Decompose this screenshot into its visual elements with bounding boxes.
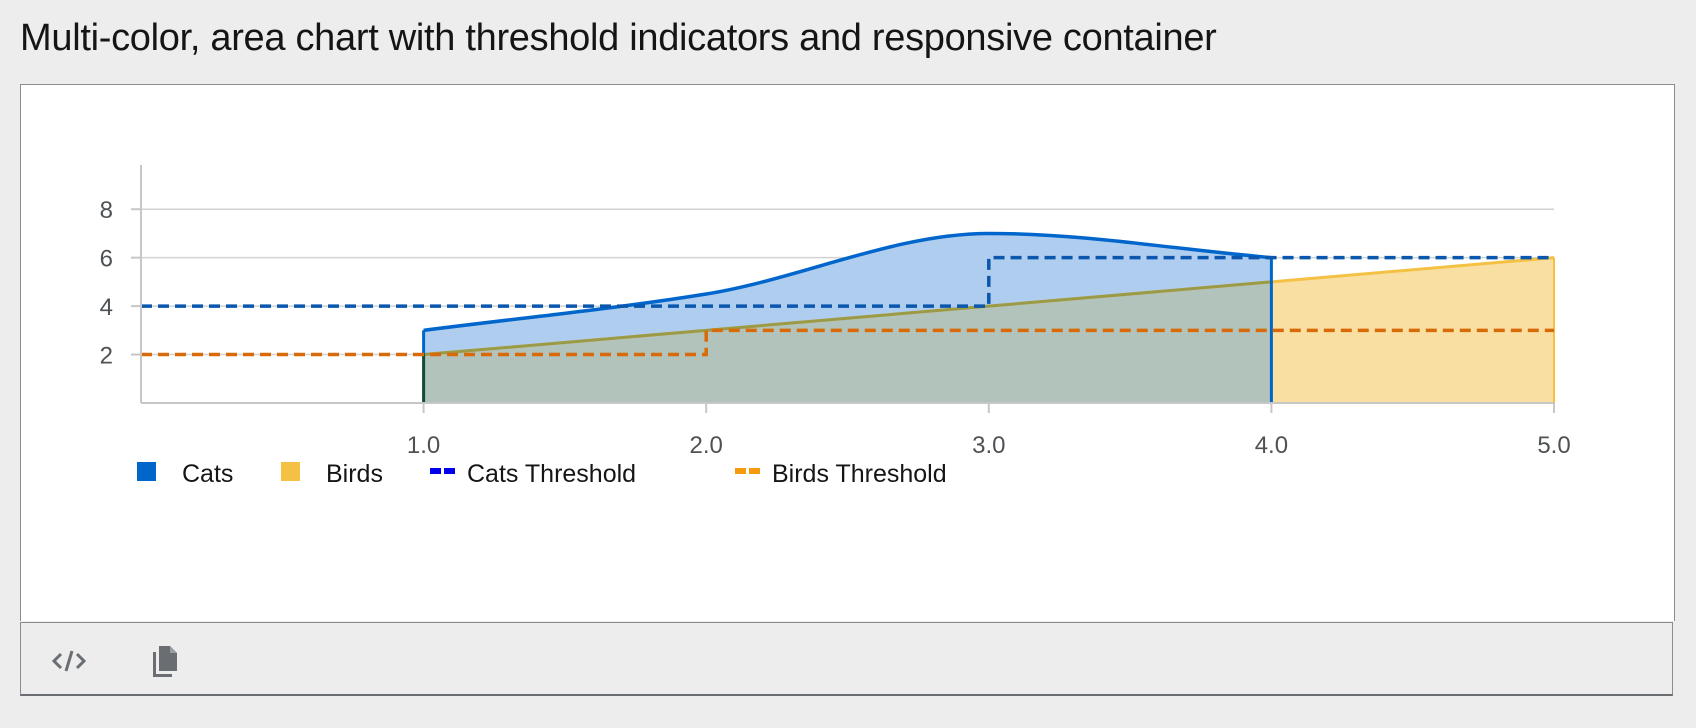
cats-threshold-line bbox=[141, 255, 1554, 308]
x-tick-label-1.0: 1.0 bbox=[407, 432, 440, 459]
y-tick-label-4: 4 bbox=[100, 294, 113, 321]
legend-label-birds-threshold: Birds Threshold bbox=[772, 460, 947, 488]
legend: Cats Birds Cats Threshold Birds Threshold bbox=[137, 460, 947, 488]
copy-code-button[interactable] bbox=[145, 641, 185, 681]
y-tick-label-8: 8 bbox=[100, 197, 113, 224]
code-toolbar bbox=[20, 622, 1673, 696]
legend-label-birds: Birds bbox=[326, 460, 383, 488]
view-code-button[interactable] bbox=[49, 641, 89, 681]
code-icon bbox=[52, 650, 86, 672]
legend-dash-b-2 bbox=[444, 468, 455, 474]
area-fills bbox=[423, 233, 1555, 403]
legend-dash-b-3 bbox=[749, 468, 760, 474]
cats-line bbox=[423, 231, 1272, 333]
x-tick-label-5.0: 5.0 bbox=[1537, 432, 1570, 459]
legend-dash-a-3 bbox=[735, 468, 746, 474]
legend-swatch-birds bbox=[281, 462, 300, 481]
copy-icon bbox=[153, 646, 177, 677]
threshold-lines bbox=[141, 255, 1554, 357]
legend-swatch-cats bbox=[137, 462, 156, 481]
page-title: Multi-color, area chart with threshold i… bbox=[20, 17, 1217, 59]
series-lines bbox=[422, 231, 1555, 404]
x-tick-label-4.0: 4.0 bbox=[1255, 432, 1288, 459]
y-tick-label-2: 2 bbox=[100, 343, 113, 370]
legend-dash-a-2 bbox=[430, 468, 441, 474]
area-chart: 2 4 6 8 1.0 2.0 3.0 4.0 5.0 Cats Birds Cats Thresh… bbox=[100, 165, 1571, 488]
y-tick-label-6: 6 bbox=[100, 246, 113, 273]
birds-threshold-line bbox=[141, 328, 1554, 357]
x-tick-label-3.0: 3.0 bbox=[972, 432, 1005, 459]
x-tick-label-2.0: 2.0 bbox=[690, 432, 723, 459]
legend-label-cats-threshold: Cats Threshold bbox=[467, 460, 636, 488]
legend-label-cats: Cats bbox=[182, 460, 233, 488]
overlap-area bbox=[423, 281, 1272, 403]
birds-line-overlap bbox=[423, 280, 1272, 357]
chart-panel: 2 4 6 8 1.0 2.0 3.0 4.0 5.0 Cats Birds Cats Thresh… bbox=[20, 84, 1675, 621]
tick-labels: 2 4 6 8 1.0 2.0 3.0 4.0 5.0 bbox=[100, 197, 1571, 459]
axes bbox=[131, 165, 1555, 413]
